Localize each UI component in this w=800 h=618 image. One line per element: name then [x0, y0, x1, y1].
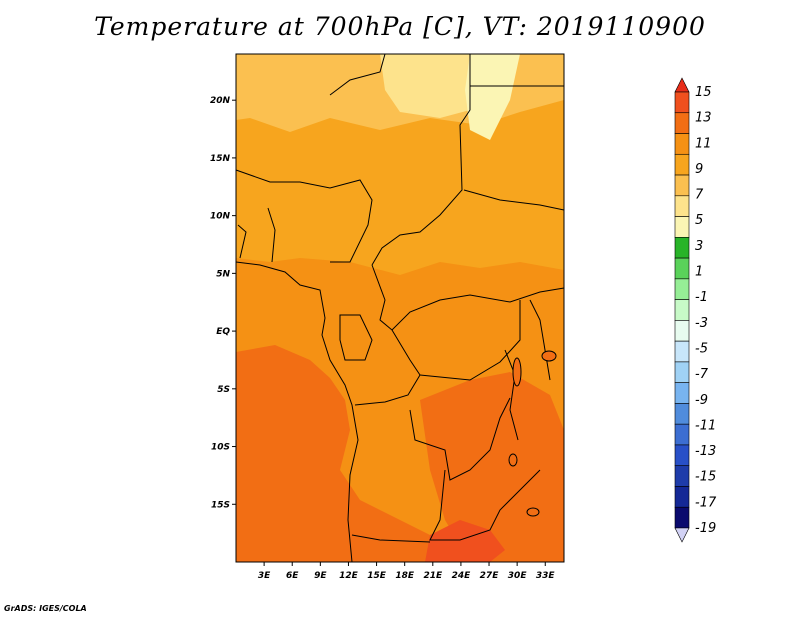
colorbar-label: -1	[695, 290, 708, 305]
y-tick-label: 5N	[216, 269, 230, 279]
x-tick-label: 27E	[480, 571, 500, 581]
colorbar-segment	[674, 361, 690, 383]
colorbar-segment	[674, 195, 690, 217]
country-borders	[235, 53, 565, 563]
colorbar-segment	[674, 506, 690, 529]
colorbar-segment	[674, 423, 690, 446]
colorbar-segment	[674, 320, 690, 342]
colorbar: 15 13 11 9 7 5 3 1 -1 -3 -5 -7 -9 -11 -13 -15 -17 -19	[674, 77, 717, 543]
y-tick-label: EQ	[216, 327, 230, 337]
colorbar-label: 3	[695, 239, 703, 254]
y-axis: 20N 15N 10N 5N EQ 5S 10S 15S	[210, 96, 236, 510]
map-frame	[235, 53, 565, 563]
colorbar-bottom-arrow	[674, 527, 690, 543]
colorbar-segment	[674, 237, 690, 259]
colorbar-label: 13	[695, 111, 712, 126]
y-tick-label: 10N	[210, 212, 231, 222]
colorbar-label: -9	[695, 393, 708, 408]
colorbar-label: -19	[695, 521, 716, 536]
x-tick-label: 9E	[314, 571, 327, 581]
colorbar-label: 1	[695, 265, 703, 280]
colorbar-segment	[674, 486, 690, 508]
map-field	[235, 53, 565, 563]
colorbar-segment	[674, 174, 690, 197]
temp-band-3-5	[465, 54, 520, 140]
x-tick-label: 30E	[508, 571, 528, 581]
chart-title: Temperature at 700hPa [C], VT: 201911090…	[94, 12, 706, 41]
colorbar-segment	[674, 382, 690, 404]
colorbar-segment	[674, 403, 690, 425]
colorbar-label: -3	[695, 316, 708, 331]
y-tick-label: 10S	[211, 443, 230, 453]
x-tick-label: 24E	[452, 571, 472, 581]
x-tick-label: 15E	[367, 571, 387, 581]
colorbar-label: 11	[695, 136, 712, 151]
colorbar-segment	[674, 444, 690, 467]
colorbar-segment	[674, 91, 690, 114]
colorbar-segment	[674, 465, 690, 487]
colorbar-segment	[674, 153, 690, 176]
x-tick-label: 21E	[423, 571, 443, 581]
colorbar-segment	[674, 278, 690, 300]
x-tick-label: 12E	[339, 571, 359, 581]
temp-band-5-7-sahara	[380, 54, 470, 118]
colorbar-label: 5	[695, 213, 703, 228]
colorbar-label: -17	[695, 495, 717, 510]
colorbar-segment	[674, 112, 690, 134]
colorbar-segment	[674, 133, 690, 155]
temp-band-13-15	[425, 520, 505, 562]
temp-band-11-13-sw	[236, 345, 470, 562]
x-tick-label: 3E	[258, 571, 271, 581]
colorbar-label: -11	[695, 418, 716, 433]
colorbar-segment	[674, 340, 690, 363]
y-tick-label: 15N	[210, 154, 231, 164]
colorbar-top-arrow	[674, 77, 690, 93]
colorbar-label: -5	[695, 341, 708, 356]
colorbar-label: -7	[695, 367, 709, 382]
x-axis: 3E 6E 9E 12E 15E 18E 21E 24E 27E 30E 33E	[258, 562, 556, 581]
colorbar-label: -13	[695, 444, 716, 459]
colorbar-label: 7	[695, 188, 704, 203]
y-tick-label: 5S	[217, 385, 230, 395]
colorbar-label: 15	[695, 85, 712, 100]
lakes	[508, 350, 557, 517]
colorbar-label: 9	[695, 162, 703, 177]
x-tick-label: 6E	[286, 571, 299, 581]
x-tick-label: 33E	[536, 571, 556, 581]
y-tick-label: 20N	[210, 96, 231, 106]
colorbar-segment	[674, 299, 690, 321]
colorbar-segment	[674, 216, 690, 238]
colorbar-segment	[674, 257, 690, 280]
colorbar-label: -15	[695, 470, 716, 485]
credit-label: GrADS: IGES/COLA	[4, 604, 87, 613]
x-tick-label: 18E	[395, 571, 415, 581]
y-tick-label: 15S	[211, 500, 230, 510]
